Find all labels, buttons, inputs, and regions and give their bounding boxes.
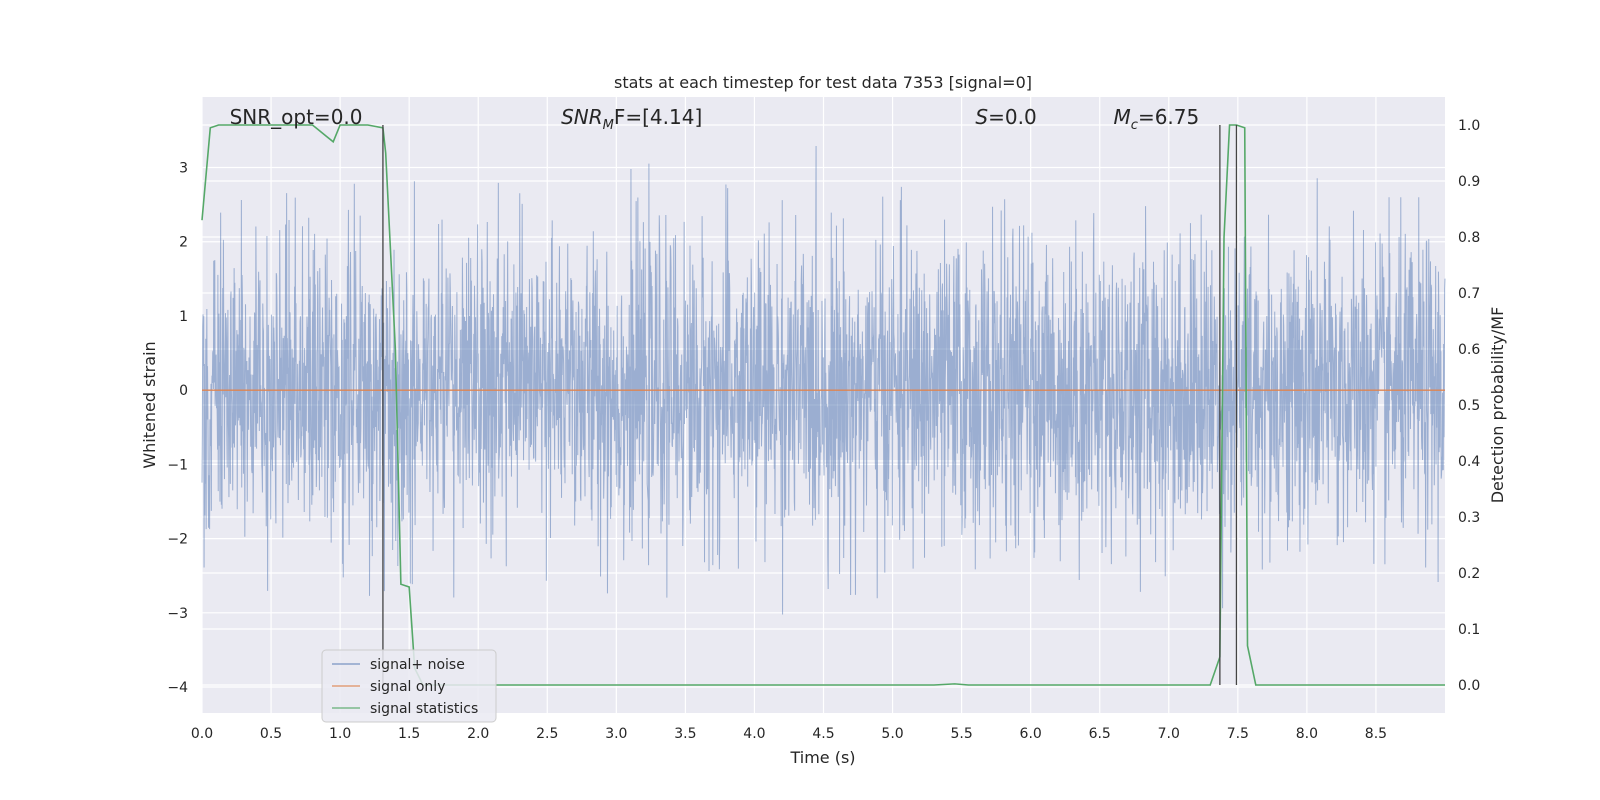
y-tick-label: 3 xyxy=(179,161,188,177)
axis-ticks: 0.0 0.5 1.0 1.5 2.0 2.5 3.0 3.5 4.0 4.5 5.0 5.5 6.0 6… xyxy=(167,118,1480,742)
annotation: Mc=6.75 xyxy=(1114,105,1200,133)
y2-tick-label: 0.9 xyxy=(1458,174,1480,190)
x-tick-label: 6.5 xyxy=(1089,726,1111,742)
y2-tick-label: 0.2 xyxy=(1458,566,1480,582)
x-tick-label: 0.5 xyxy=(260,726,282,742)
y2-tick-label: 0.8 xyxy=(1458,230,1480,246)
legend: signal+ noise signal only signal statistic… xyxy=(321,649,497,723)
y2-tick-label: 0.1 xyxy=(1458,622,1480,638)
x-tick-label: 7.0 xyxy=(1158,726,1180,742)
legend-label: signal+ noise xyxy=(370,657,465,673)
x-tick-label: 0.0 xyxy=(191,726,213,742)
y2-tick-label: 0.5 xyxy=(1458,398,1480,414)
x-tick-label: 3.5 xyxy=(674,726,696,742)
x-axis-label: Time (s) xyxy=(789,748,855,767)
annotation: S=0.0 xyxy=(975,105,1036,129)
y-tick-label: −1 xyxy=(167,457,188,473)
x-tick-label: 4.5 xyxy=(812,726,834,742)
y2-axis-label: Detection probability/MF xyxy=(1488,307,1507,504)
y-tick-label: 2 xyxy=(179,235,188,251)
legend-box xyxy=(321,649,497,723)
y-tick-label: −3 xyxy=(167,606,188,622)
x-tick-label: 2.5 xyxy=(536,726,558,742)
x-tick-label: 4.0 xyxy=(743,726,765,742)
vertical-markers xyxy=(382,125,1238,685)
y2-tick-label: 0.3 xyxy=(1458,510,1480,526)
y2-tick-label: 0.6 xyxy=(1458,342,1480,358)
y-tick-label: 0 xyxy=(179,383,188,399)
series-line-signal-noise xyxy=(201,146,1446,615)
annotation: SNR_opt=0.0 xyxy=(230,105,363,129)
y2-tick-label: 1.0 xyxy=(1458,118,1480,134)
y-tick-label: −4 xyxy=(167,680,188,696)
y2-tick-label: 0.0 xyxy=(1458,678,1480,694)
x-tick-label: 5.0 xyxy=(881,726,903,742)
y-tick-label: −2 xyxy=(167,532,188,548)
x-tick-label: 7.5 xyxy=(1227,726,1249,742)
legend-label: signal statistics xyxy=(370,701,478,717)
legend-label: signal only xyxy=(370,679,445,695)
x-tick-label: 6.0 xyxy=(1020,726,1042,742)
series-signal-noise xyxy=(201,146,1446,615)
annotations: SNR_opt=0.0 SNRMF=[4.14] S=0.0 Mc=6.75 xyxy=(230,105,1200,133)
x-tick-label: 8.5 xyxy=(1365,726,1387,742)
x-tick-label: 8.0 xyxy=(1296,726,1318,742)
x-tick-label: 2.0 xyxy=(467,726,489,742)
annotation: SNRMF=[4.14] xyxy=(561,105,702,133)
x-tick-label: 5.5 xyxy=(950,726,972,742)
y-axis-label: Whitened strain xyxy=(140,341,159,468)
y2-tick-label: 0.4 xyxy=(1458,454,1480,470)
x-tick-label: 3.0 xyxy=(605,726,627,742)
chart-title: stats at each timestep for test data 735… xyxy=(614,73,1032,92)
y2-tick-label: 0.7 xyxy=(1458,286,1480,302)
y-tick-label: 1 xyxy=(179,309,188,325)
x-tick-label: 1.0 xyxy=(329,726,351,742)
x-tick-label: 1.5 xyxy=(398,726,420,742)
